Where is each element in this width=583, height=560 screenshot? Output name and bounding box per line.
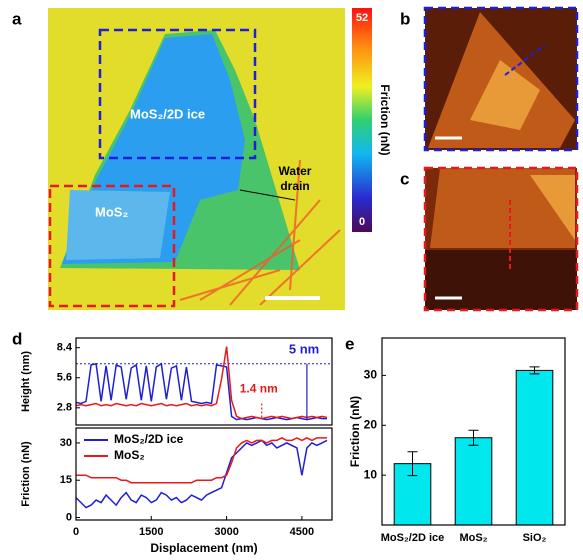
y-tick-label: 30	[364, 368, 378, 382]
region-label: MoS₂	[95, 204, 128, 219]
y-tick-label: 20	[364, 417, 378, 431]
error-bar	[407, 451, 418, 477]
series-line	[75, 439, 328, 509]
y-tick-label: 10	[364, 467, 378, 481]
panel-letter: c	[400, 169, 409, 188]
region-label: drain	[280, 179, 309, 193]
y-tick-label: 2.8	[57, 402, 72, 414]
series-line	[75, 346, 328, 420]
y-tick-label: 5.6	[57, 372, 72, 384]
y-tick-label: 8.4	[57, 342, 73, 354]
x-tick-label: 3000	[214, 526, 238, 538]
error-bar	[468, 429, 479, 446]
bar	[454, 437, 493, 526]
plot-frame	[381, 337, 566, 526]
y-tick-label: 0	[66, 511, 72, 523]
panel-b-image	[423, 6, 579, 152]
y-tick-label: 15	[60, 474, 72, 486]
legend-label: MoS₂/2D ice	[114, 432, 184, 446]
colorbar-tick-label: 52	[356, 12, 368, 24]
colorbar-label: Friction (nN)	[378, 84, 392, 155]
panel-a-image	[48, 8, 372, 310]
annotation: 1.4 nm	[240, 382, 278, 396]
x-tick-label: SiO₂	[523, 532, 547, 544]
y-axis-label: Friction (nN)	[20, 441, 32, 507]
plot-frame	[75, 337, 333, 426]
region-label: Water	[279, 164, 312, 178]
y-axis-label: Height (nm)	[20, 351, 32, 412]
region-label: MoS₂/2D ice	[130, 106, 205, 121]
panel-letter: e	[345, 334, 354, 353]
panel-c-image	[423, 166, 579, 312]
x-tick-label: 4500	[290, 526, 314, 538]
bar	[515, 369, 554, 526]
series-line	[75, 362, 327, 421]
annotation: 5 nm	[289, 341, 319, 356]
legend-label: MoS₂	[114, 448, 145, 462]
x-tick-label: MoS₂	[459, 532, 487, 544]
series-line	[76, 437, 327, 484]
x-tick-label: MoS₂/2D ice	[381, 532, 445, 544]
x-tick-label: 1500	[139, 526, 163, 538]
y-tick-label: 30	[60, 437, 72, 449]
panel-letter: d	[12, 329, 22, 348]
panel-letter: a	[12, 9, 22, 28]
x-axis-label: Displacement (nm)	[150, 541, 257, 555]
error-bar	[529, 366, 540, 375]
colorbar-tick-label: 0	[359, 216, 365, 228]
plot-frame	[75, 427, 333, 521]
x-tick-label: 0	[73, 526, 79, 538]
y-axis-label: Friction (nN)	[348, 396, 362, 467]
panel-letter: b	[400, 9, 410, 28]
